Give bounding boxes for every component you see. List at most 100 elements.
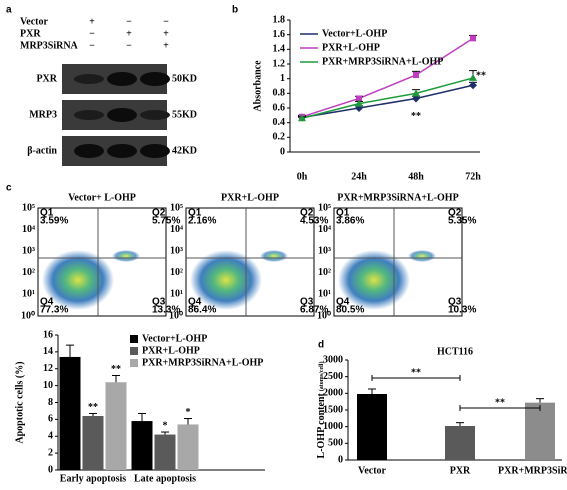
flow-title: PXR+MRP3SiRNA+L-OHP bbox=[337, 192, 458, 203]
y-axis-label: Absorbance bbox=[252, 60, 263, 112]
condition-sign: − bbox=[163, 16, 169, 27]
y-tick-label: 0.4 bbox=[273, 117, 286, 128]
y-tick-label: 1.8 bbox=[273, 14, 286, 25]
y-tick-label: 500 bbox=[328, 438, 343, 449]
y-tick-label: 0.2 bbox=[273, 132, 286, 143]
bar bbox=[177, 424, 199, 470]
flow-frame bbox=[185, 207, 315, 317]
panel-label: a bbox=[6, 5, 12, 16]
blot-band bbox=[74, 144, 104, 158]
condition-sign: − bbox=[126, 16, 132, 27]
panel-label: d bbox=[318, 340, 324, 351]
quadrant-value: 3.86% bbox=[336, 216, 364, 227]
flow-tick: 10³ bbox=[22, 245, 35, 256]
blot-size-label: 55KD bbox=[172, 109, 197, 120]
condition-sign: − bbox=[89, 40, 95, 51]
condition-label: Vector bbox=[20, 16, 49, 27]
condition-sign: − bbox=[89, 28, 95, 39]
legend-swatch bbox=[130, 347, 138, 355]
y-axis-label: L-OHP content(atoms/cell) bbox=[316, 362, 327, 459]
legend-label: PXR+MRP3SiRNA+L-OHP bbox=[322, 56, 443, 67]
y-tick-label: 14 bbox=[43, 346, 53, 357]
marker bbox=[413, 72, 419, 78]
quadrant-value: 77.3% bbox=[40, 305, 68, 316]
significance: ** bbox=[411, 367, 421, 378]
significance: * bbox=[163, 420, 168, 431]
quadrant-name: Q2 bbox=[152, 208, 166, 219]
significance: ** bbox=[476, 71, 486, 82]
x-tick-label: 72h bbox=[465, 171, 481, 182]
marker bbox=[355, 99, 363, 107]
flow-tick: 10³ bbox=[170, 245, 183, 256]
quadrant-name: Q2 bbox=[448, 208, 462, 219]
legend-label: PXR+L-OHP bbox=[322, 42, 380, 53]
flow-cloud bbox=[338, 250, 410, 310]
blot-row-label: β-actin bbox=[27, 145, 57, 156]
blot-band bbox=[74, 110, 104, 120]
marker bbox=[412, 94, 420, 103]
x-tick-label: Vector bbox=[358, 465, 387, 476]
quadrant-value: 2.16% bbox=[188, 216, 216, 227]
quadrant-value: 3.59% bbox=[40, 216, 68, 227]
flow-tick: 10² bbox=[170, 267, 183, 278]
bar bbox=[105, 382, 127, 470]
chart-title: HCT116 bbox=[437, 346, 473, 357]
condition-sign: − bbox=[126, 40, 132, 51]
legend-swatch bbox=[130, 359, 138, 367]
condition-sign: + bbox=[126, 28, 132, 39]
blot-band bbox=[107, 108, 137, 122]
condition-label: PXR bbox=[20, 28, 41, 39]
y-tick-label: 2000 bbox=[323, 388, 343, 399]
y-tick-label: 1500 bbox=[323, 404, 343, 415]
blot-size-label: 42KD bbox=[172, 145, 197, 156]
flow-frame bbox=[333, 207, 463, 317]
y-tick-label: 1.2 bbox=[273, 58, 286, 69]
flow-cloud bbox=[42, 250, 114, 310]
x-tick-label: PXR+MRP3SiRNA bbox=[498, 465, 567, 476]
y-axis-label: Apoptotic cells (%) bbox=[14, 361, 25, 443]
bar bbox=[59, 356, 81, 470]
y-tick-label: 1.6 bbox=[273, 29, 286, 40]
quadrant-value: 13.3% bbox=[152, 305, 180, 316]
condition-label: MRP3SiRNA bbox=[20, 40, 79, 51]
flow-title: PXR+L-OHP bbox=[221, 192, 279, 203]
flow-tick: 10⁵ bbox=[318, 202, 331, 213]
quadrant-value: 6.87% bbox=[300, 305, 328, 316]
quadrant-value: 5.35% bbox=[448, 216, 476, 227]
y-tick-label: 12 bbox=[43, 363, 53, 374]
marker bbox=[469, 81, 477, 90]
flow-tick: 10¹ bbox=[22, 289, 35, 300]
y-tick-label: 10 bbox=[43, 380, 53, 391]
quadrant-value: 80.5% bbox=[336, 305, 364, 316]
quadrant-name: Q1 bbox=[336, 208, 350, 219]
flow-tick: 10⁴ bbox=[170, 224, 183, 235]
y-tick-label: 1000 bbox=[323, 421, 343, 432]
flow-tick: 10² bbox=[318, 267, 331, 278]
y-tick-label: 2 bbox=[48, 447, 53, 458]
marker bbox=[469, 73, 477, 81]
flow-tick: 10⁰ bbox=[21, 310, 35, 321]
flow-title: Vector+ L-OHP bbox=[68, 192, 136, 203]
bar bbox=[82, 416, 104, 470]
quadrant-value: 86.4% bbox=[188, 305, 216, 316]
flow-frame bbox=[37, 207, 167, 317]
condition-sign: + bbox=[163, 28, 169, 39]
condition-sign: + bbox=[163, 40, 169, 51]
x-tick-label: 48h bbox=[408, 171, 424, 182]
x-tick-label: Early apoptosis bbox=[60, 473, 127, 484]
quadrant-value: 5.75% bbox=[152, 216, 180, 227]
y-tick-label: 0 bbox=[280, 146, 285, 157]
y-tick-label: 2500 bbox=[323, 371, 343, 382]
marker bbox=[470, 35, 476, 42]
y-tick-label: 6 bbox=[48, 414, 53, 425]
legend-label: PXR+L-OHP bbox=[142, 345, 200, 356]
marker bbox=[412, 89, 420, 97]
flow-tick: 10⁵ bbox=[170, 202, 183, 213]
x-tick-label: Late apoptosis bbox=[134, 473, 196, 484]
marker bbox=[356, 95, 362, 102]
quadrant-value: 4.53% bbox=[300, 216, 328, 227]
y-axis-label-unit: (atoms/cell) bbox=[318, 362, 325, 392]
quadrant-name: Q4 bbox=[336, 297, 350, 308]
y-tick-label: 0 bbox=[338, 454, 343, 465]
legend-swatch bbox=[130, 335, 138, 343]
